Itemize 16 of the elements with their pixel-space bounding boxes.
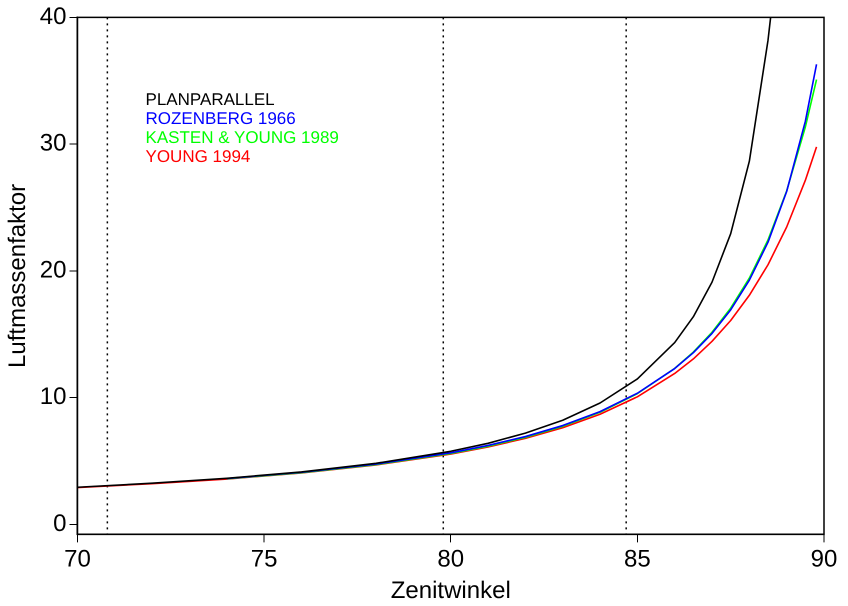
y-tick-label: 40 (40, 3, 66, 30)
x-tick-label: 85 (624, 545, 651, 572)
text: ROZENBERG 1966 (145, 109, 296, 128)
y-tick-label: 30 (40, 130, 66, 157)
x-axis-title: Zenitwinkel (390, 577, 511, 604)
x-tick-label: 90 (810, 545, 838, 572)
y-tick-label: 20 (40, 256, 66, 284)
y-tick-label: 10 (40, 383, 66, 410)
x-tick-label: 70 (64, 545, 91, 572)
text: PLANPARALLEL (145, 90, 275, 110)
y-tick-label: 0 (53, 510, 66, 537)
x-tick-label: 75 (250, 545, 278, 572)
y-axis-title: Luftmassenfaktor (4, 184, 32, 368)
text: KASTEN & YOUNG 1989 (145, 128, 339, 148)
text: YOUNG 1994 (145, 147, 250, 166)
x-tick-label: 80 (437, 545, 464, 572)
